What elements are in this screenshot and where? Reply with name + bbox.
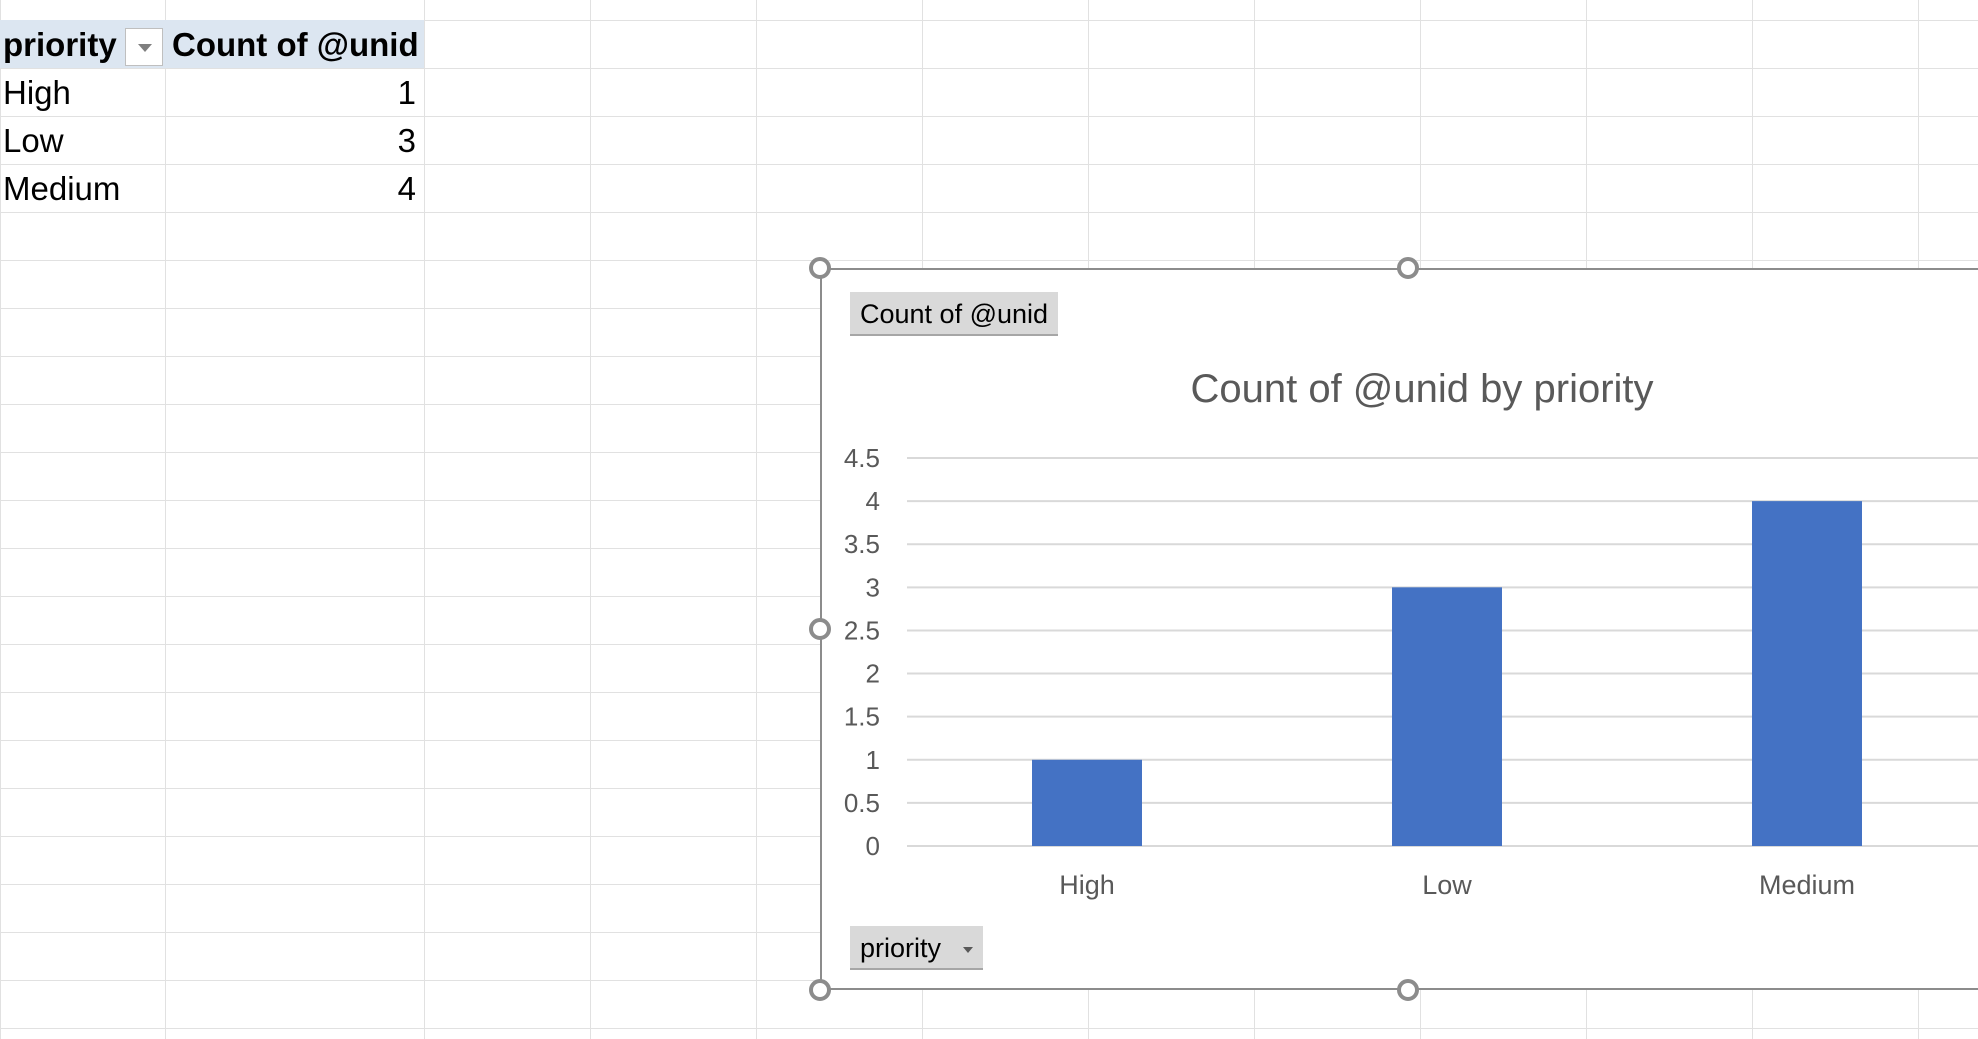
value-field-button[interactable]: Count of @unid [850,292,1059,336]
pivot-header-band [0,20,424,68]
bar-medium[interactable] [1752,501,1862,846]
pivot-chart[interactable]: Count of @unid by priority 0 0.5 1 1.5 2 2.5 3… [820,268,1978,990]
y-tick-label-4: 2 [866,659,880,689]
pivot-value-field-header[interactable]: Count of @unid [172,26,419,63]
pivot-row-value-low[interactable]: 3 [397,122,416,159]
chart-title[interactable]: Count of @unid by priority [1190,367,1653,411]
y-tick-label-0: 0 [866,831,880,861]
resize-handle-top-left[interactable] [809,257,831,279]
chart-bars [1032,501,1862,846]
x-tick-label-high: High [1059,870,1115,900]
resize-handle-bottom-middle[interactable] [1397,979,1419,1001]
y-tick-label-7: 3.5 [844,529,880,559]
resize-handle-middle-left[interactable] [809,618,831,640]
y-tick-label-8: 4 [866,486,880,516]
bar-low[interactable] [1392,587,1502,846]
pivot-row-value-high[interactable]: 1 [397,74,416,111]
y-tick-label-1: 0.5 [844,788,880,818]
x-tick-label-low: Low [1422,870,1472,900]
bar-high[interactable] [1032,759,1142,846]
chart-x-axis: High Low Medium [1059,870,1855,900]
dropdown-arrow-icon [963,946,974,953]
pivot-row-label-low[interactable]: Low [3,122,64,159]
resize-handle-top-middle[interactable] [1397,257,1419,279]
y-tick-label-2: 1 [866,745,880,775]
chart-y-axis: 0 0.5 1 1.5 2 2.5 3 3.5 4 4.5 [844,443,880,861]
y-tick-label-3: 1.5 [844,702,880,732]
pivot-row-label-medium[interactable]: Medium [3,170,121,207]
pivot-filter-dropdown-button[interactable] [125,28,163,66]
pivot-row-label-high[interactable]: High [3,74,71,111]
axis-field-button[interactable]: priority [850,926,984,970]
resize-handle-bottom-left[interactable] [809,979,831,1001]
axis-field-button-label: priority [860,933,942,963]
y-tick-label-5: 2.5 [844,615,880,645]
pivot-row-field-header[interactable]: priority [3,26,117,63]
x-tick-label-medium: Medium [1759,870,1855,900]
y-tick-label-9: 4.5 [844,443,880,473]
pivot-row-value-medium[interactable]: 4 [397,170,416,207]
chart-plot-area[interactable]: Count of @unid by priority 0 0.5 1 1.5 2 2.5 3… [822,270,1978,988]
y-tick-label-6: 3 [866,572,880,602]
